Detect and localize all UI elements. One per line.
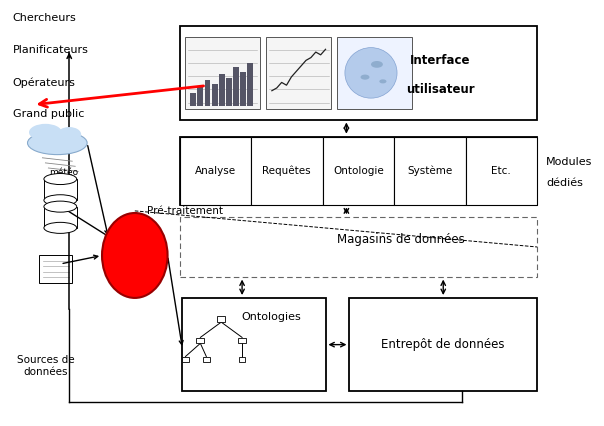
Bar <box>226 78 232 106</box>
Bar <box>217 317 225 322</box>
Text: Sources de
données: Sources de données <box>16 355 74 377</box>
Bar <box>205 80 211 106</box>
Bar <box>466 137 537 204</box>
Bar <box>338 37 412 109</box>
Text: Interface: Interface <box>410 54 471 66</box>
Ellipse shape <box>44 195 77 206</box>
Bar <box>198 86 204 106</box>
Ellipse shape <box>44 173 77 184</box>
Text: météo: météo <box>49 168 78 177</box>
Text: Entrepôt de données: Entrepôt de données <box>382 338 505 351</box>
Ellipse shape <box>28 131 87 155</box>
Bar <box>349 298 537 391</box>
Text: Etc.: Etc. <box>492 166 511 176</box>
Ellipse shape <box>57 127 81 142</box>
Bar <box>185 37 260 109</box>
Ellipse shape <box>102 213 167 298</box>
Text: Chercheurs: Chercheurs <box>13 14 76 23</box>
Ellipse shape <box>379 79 387 83</box>
Text: Magasins de données: Magasins de données <box>338 233 465 246</box>
Bar <box>394 137 466 204</box>
Bar <box>190 93 196 106</box>
Bar <box>240 72 246 106</box>
Ellipse shape <box>371 61 383 68</box>
Bar <box>44 179 77 200</box>
Text: Analyse: Analyse <box>194 166 236 176</box>
Text: Modules: Modules <box>546 157 593 167</box>
Text: Ontologies: Ontologies <box>241 311 301 322</box>
Bar <box>323 137 394 204</box>
Bar <box>251 137 323 204</box>
Text: utilisateur: utilisateur <box>406 83 475 96</box>
Bar <box>179 137 537 204</box>
Bar <box>179 217 537 277</box>
Text: Requêtes: Requêtes <box>263 165 311 176</box>
Bar <box>182 357 188 362</box>
Ellipse shape <box>29 124 62 141</box>
Bar <box>238 338 246 343</box>
Bar <box>179 26 537 120</box>
Bar <box>211 84 217 106</box>
Bar <box>179 137 251 204</box>
Ellipse shape <box>345 48 397 98</box>
Bar <box>239 357 245 362</box>
Bar <box>203 357 210 362</box>
Text: Grand public: Grand public <box>13 109 84 119</box>
Bar <box>248 63 254 106</box>
Ellipse shape <box>361 75 370 80</box>
Bar <box>39 256 72 283</box>
Ellipse shape <box>44 201 77 212</box>
Text: dédiés: dédiés <box>546 178 583 188</box>
Text: Ontologie: Ontologie <box>333 166 384 176</box>
Text: Système: Système <box>407 165 452 176</box>
Text: Planificateurs: Planificateurs <box>13 45 89 55</box>
Bar <box>219 74 225 106</box>
Text: Pré-traitement: Pré-traitement <box>147 206 223 216</box>
Bar <box>182 298 326 391</box>
Bar <box>266 37 332 109</box>
Text: Opérateurs: Opérateurs <box>13 77 76 88</box>
Bar <box>44 207 77 228</box>
Bar <box>196 338 204 343</box>
Bar <box>233 67 239 106</box>
Ellipse shape <box>44 222 77 233</box>
